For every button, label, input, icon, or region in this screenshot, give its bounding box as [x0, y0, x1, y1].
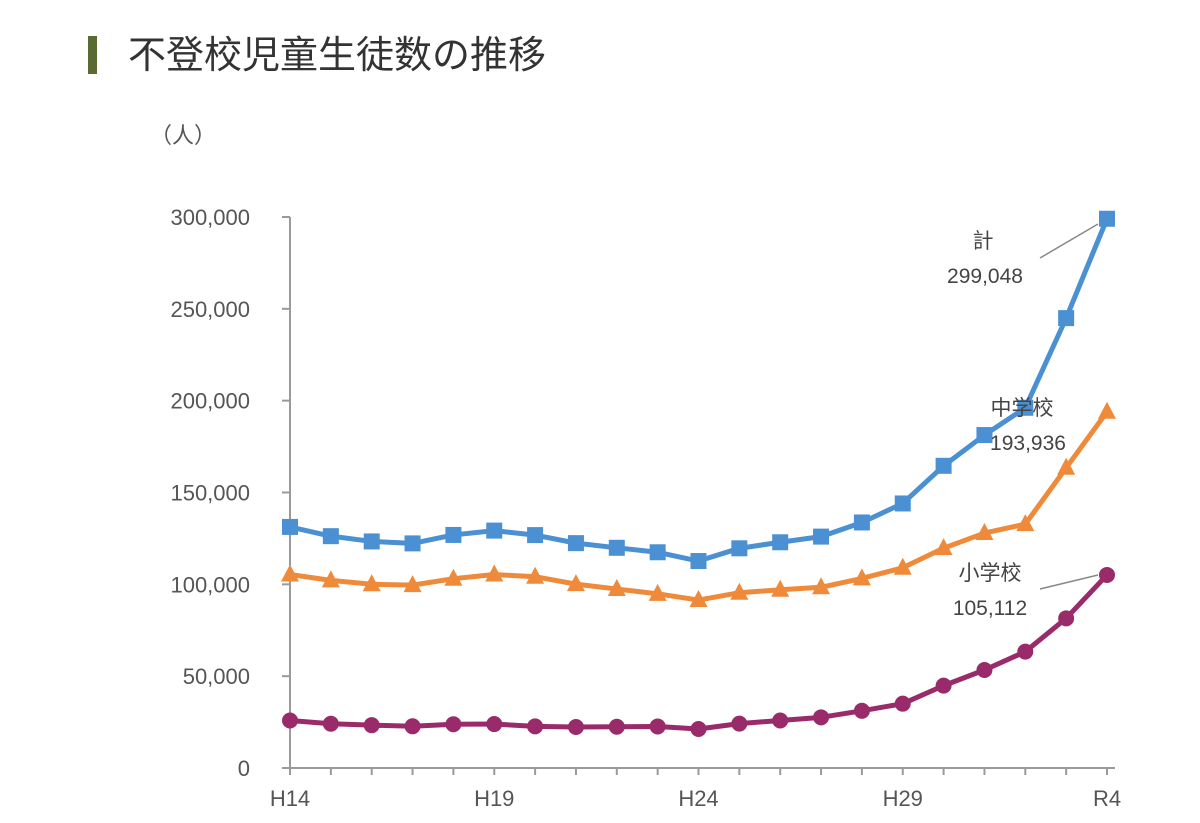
data-point-square: [894, 495, 911, 512]
data-point-circle: [1017, 643, 1034, 660]
x-tick-label: H24: [678, 786, 718, 811]
data-point-square: [282, 518, 298, 535]
data-point-circle: [567, 718, 584, 735]
series-name-label: 計: [973, 230, 994, 253]
data-point-triangle: [444, 568, 463, 586]
series-end-value-label: 193,936: [990, 432, 1066, 455]
data-point-triangle: [1016, 514, 1035, 532]
data-point-triangle: [485, 564, 504, 582]
y-tick-label: 50,000: [183, 664, 250, 689]
data-point-square: [1099, 210, 1115, 227]
data-point-square: [772, 534, 789, 551]
y-tick-label: 150,000: [170, 481, 250, 506]
data-point-circle: [363, 717, 380, 734]
data-point-triangle: [281, 564, 299, 582]
data-point-circle: [690, 720, 707, 737]
series-circle: [282, 566, 1115, 737]
data-point-square: [690, 553, 707, 570]
data-point-circle: [649, 718, 666, 735]
data-point-triangle: [893, 557, 912, 575]
data-point-square: [363, 533, 380, 550]
data-point-circle: [853, 702, 870, 719]
x-tick-label: H29: [883, 786, 923, 811]
y-tick-label: 200,000: [170, 389, 250, 414]
callout-leader-line: [1039, 223, 1099, 259]
data-point-square: [1058, 310, 1075, 327]
data-point-square: [853, 514, 870, 531]
data-point-triangle: [321, 570, 340, 588]
data-point-circle: [731, 715, 748, 732]
data-point-circle: [404, 718, 421, 735]
data-point-circle: [813, 709, 830, 726]
data-point-square: [813, 528, 830, 545]
y-tick-label: 100,000: [170, 572, 250, 597]
y-tick-label: 0: [238, 756, 250, 781]
x-tick-label: H14: [270, 786, 310, 811]
data-point-circle: [1099, 566, 1115, 583]
data-point-triangle: [689, 590, 708, 608]
data-point-circle: [486, 716, 503, 733]
y-tick-label: 250,000: [170, 297, 250, 322]
data-point-square: [445, 526, 462, 543]
data-point-circle: [772, 712, 789, 729]
data-point-circle: [445, 716, 462, 733]
series-end-value-label: 105,112: [953, 597, 1027, 620]
data-point-square: [976, 427, 993, 444]
data-point-circle: [894, 695, 911, 712]
data-point-square: [527, 527, 544, 544]
data-point-circle: [322, 715, 339, 732]
callout-leader-line: [1039, 574, 1099, 590]
data-point-triangle: [1057, 457, 1076, 475]
data-point-triangle: [526, 566, 545, 584]
y-tick-label: 300,000: [170, 205, 250, 230]
data-point-circle: [282, 712, 298, 729]
data-point-square: [731, 540, 748, 557]
data-point-triangle: [607, 579, 626, 597]
data-point-circle: [935, 677, 952, 694]
data-point-triangle: [975, 523, 994, 541]
data-point-square: [649, 544, 666, 561]
data-point-square: [567, 535, 584, 552]
data-point-triangle: [934, 538, 953, 556]
data-point-triangle: [771, 579, 790, 597]
data-point-square: [404, 535, 421, 552]
data-point-square: [608, 539, 625, 556]
series-square: [282, 210, 1115, 570]
series-name-label: 小学校: [959, 562, 1022, 585]
x-tick-label: H19: [474, 786, 514, 811]
data-point-triangle: [1098, 401, 1116, 419]
data-point-square: [935, 457, 952, 474]
data-point-circle: [527, 718, 544, 735]
data-point-circle: [1058, 610, 1075, 627]
data-point-triangle: [362, 574, 381, 592]
x-tick-label: R4: [1093, 786, 1121, 811]
data-point-triangle: [566, 574, 585, 592]
data-point-triangle: [648, 583, 667, 601]
y-axis-unit-label: （人）: [150, 123, 216, 148]
series-end-value-label: 299,048: [947, 265, 1023, 288]
data-point-square: [1017, 399, 1034, 416]
data-point-triangle: [730, 582, 749, 600]
data-point-square: [486, 522, 503, 539]
data-point-circle: [608, 718, 625, 735]
series-triangle: [281, 401, 1116, 608]
data-point-circle: [976, 662, 993, 679]
data-point-triangle: [852, 568, 871, 586]
data-point-square: [322, 528, 339, 545]
data-point-triangle: [812, 577, 831, 595]
series-name-label: 中学校: [991, 397, 1054, 420]
title-accent-bar: [88, 36, 97, 74]
chart-title: 不登校児童生徒数の推移: [128, 35, 546, 77]
data-point-triangle: [403, 575, 422, 593]
